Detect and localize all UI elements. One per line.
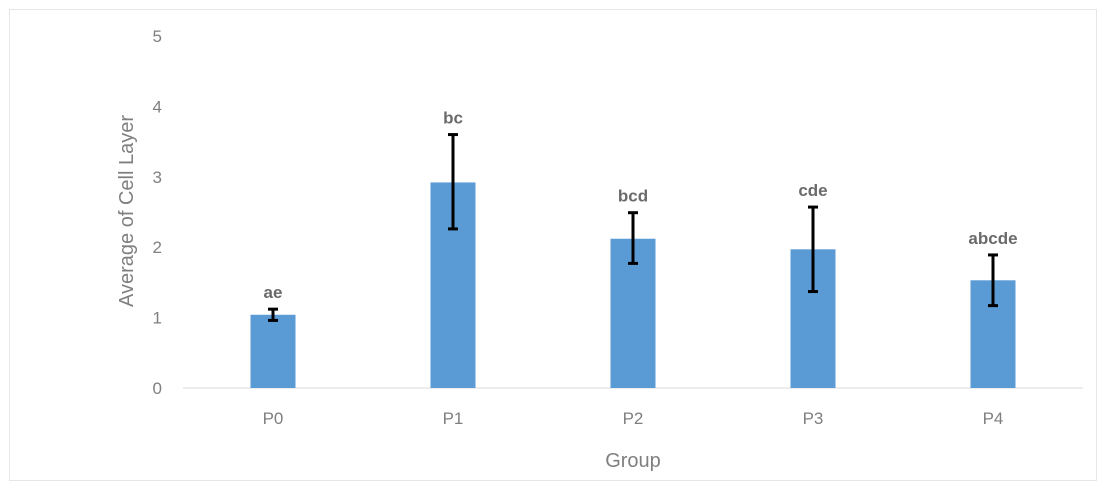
y-tick-label-1: 1 xyxy=(153,309,162,328)
x-tick-label-P0: P0 xyxy=(263,409,284,428)
significance-label-P3: cde xyxy=(798,181,827,200)
error-bar-P3 xyxy=(808,205,818,294)
y-axis-title: Average of Cell Layer xyxy=(116,115,138,307)
x-tick-label-P4: P4 xyxy=(983,409,1004,428)
x-tick-label-P1: P1 xyxy=(443,409,464,428)
y-tick-label-0: 0 xyxy=(153,379,162,398)
significance-label-P2: bcd xyxy=(618,187,648,206)
y-axis-ticks: 0 1 2 3 4 5 xyxy=(153,27,162,398)
significance-label-P4: abcde xyxy=(968,229,1017,248)
error-bar-P0 xyxy=(268,307,278,322)
error-bars xyxy=(268,133,998,322)
x-axis-title: Group xyxy=(605,450,661,472)
error-bar-P1 xyxy=(448,133,458,231)
error-bar-P2 xyxy=(628,211,638,265)
significance-labels: ae bc bcd cde abcde xyxy=(264,109,1018,303)
y-tick-label-3: 3 xyxy=(153,168,162,187)
y-tick-label-5: 5 xyxy=(153,27,162,46)
x-axis-ticks: P0 P1 P2 P3 P4 xyxy=(263,409,1004,428)
y-tick-label-4: 4 xyxy=(153,97,162,116)
x-tick-label-P3: P3 xyxy=(803,409,824,428)
chart-frame xyxy=(9,9,1097,481)
x-tick-label-P2: P2 xyxy=(623,409,644,428)
y-tick-label-2: 2 xyxy=(153,238,162,257)
significance-label-P1: bc xyxy=(443,109,463,128)
bar-P0 xyxy=(250,314,296,388)
error-bar-P4 xyxy=(988,253,998,308)
significance-label-P0: ae xyxy=(264,283,283,302)
